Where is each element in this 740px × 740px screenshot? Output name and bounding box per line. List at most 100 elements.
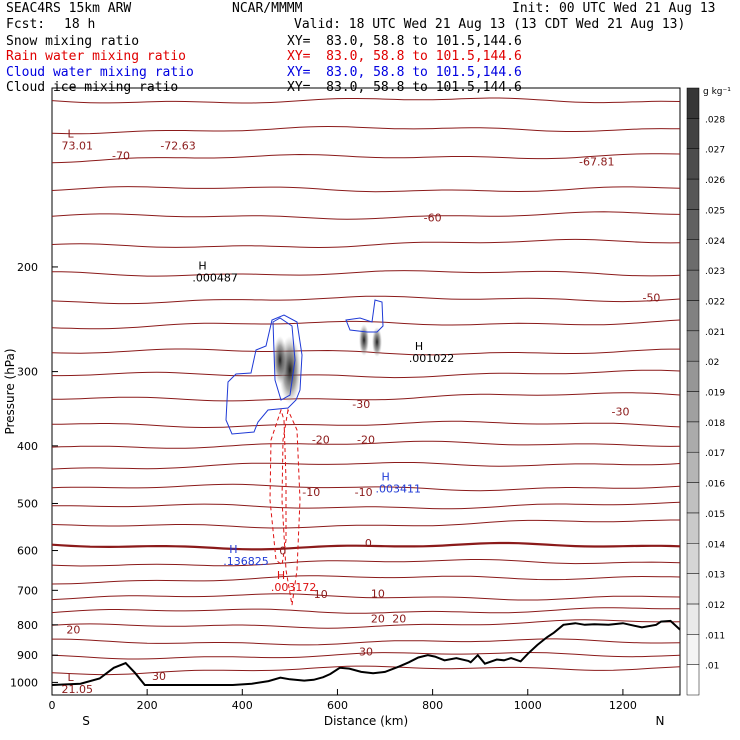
colorbar-tick-label: .016 <box>705 480 725 490</box>
isotherm-label: -20 <box>357 433 375 446</box>
valid-time: Valid: 18 UTC Wed 21 Aug 13 (13 CDT Wed … <box>294 17 686 32</box>
colorbar-swatch <box>686 209 700 240</box>
colorbar-tick-label: .028 <box>705 115 725 125</box>
y-tick-label: 700 <box>17 584 38 597</box>
y-axis-title: Pressure (hPa) <box>3 348 17 434</box>
isotherm-line <box>51 559 681 567</box>
y-tick-label: 500 <box>17 497 38 510</box>
isotherm-lines <box>51 97 681 676</box>
extremum-value: 73.01 <box>62 139 94 152</box>
axes: 0 200 400 600 800 1000 12002003004005006007008… <box>3 261 664 728</box>
field-name: Rain water mixing ratio <box>6 49 187 64</box>
x-tick-label: 0 <box>49 699 56 712</box>
cloud-water-contour <box>345 299 384 333</box>
isotherm-line <box>51 319 681 330</box>
colorbar-tick-label: .014 <box>705 540 725 550</box>
extremum-marker: H <box>277 569 285 582</box>
extremum-value: 21.05 <box>62 683 94 696</box>
isotherm-line <box>51 186 681 193</box>
endpoint-north: N <box>656 714 665 728</box>
isotherm-label: -20 <box>312 433 330 446</box>
colorbar-tick-label: .027 <box>705 146 725 156</box>
colorbar-swatch <box>686 451 700 483</box>
colorbar-swatch <box>686 421 700 453</box>
isotherm-label: 0 <box>279 545 286 558</box>
isotherm-line <box>51 651 681 660</box>
terrain-line <box>51 619 681 686</box>
field-name: Cloud water mixing ratio <box>6 65 194 80</box>
colorbar-tick-label: .025 <box>705 206 725 216</box>
field-xy: XY= 83.0, 58.8 to 101.5,144.6 <box>287 49 522 64</box>
colorbar-tick-label: .012 <box>705 601 725 611</box>
colorbar-tick-label: .018 <box>705 419 725 429</box>
colorbar-swatch <box>686 391 700 423</box>
snow-shading <box>273 324 382 404</box>
colorbar-swatch <box>686 360 700 392</box>
forecast-hour: 18 h <box>64 17 96 32</box>
isotherm-label: 10 <box>314 588 328 601</box>
isotherm-line <box>51 501 681 510</box>
field-xy: XY= 83.0, 58.8 to 101.5,144.6 <box>287 34 522 49</box>
terrain-profile <box>51 619 681 686</box>
isotherm-label: -50 <box>642 291 660 304</box>
colorbar-tick-label: .01 <box>705 662 719 672</box>
snow-core <box>372 327 382 357</box>
isotherm-label: -67.81 <box>579 156 614 169</box>
x-tick-label: 800 <box>422 699 443 712</box>
source-label: NCAR/MMMM <box>232 1 303 16</box>
field-xy: XY= 83.0, 58.8 to 101.5,144.6 <box>287 65 522 80</box>
extremum-value: .003172 <box>271 581 317 594</box>
isotherm-line <box>51 619 681 629</box>
extremum-value: .001022 <box>409 352 455 365</box>
isotherm-line <box>51 575 681 585</box>
plot-frame <box>51 87 681 696</box>
colorbar-tick-label: .017 <box>705 449 725 459</box>
isotherm-line <box>52 369 681 379</box>
x-axis-title: Distance (km) <box>324 714 408 728</box>
colorbar-swatch <box>686 543 700 574</box>
isotherm-label: 20 <box>392 612 406 625</box>
isotherm-line <box>51 125 681 135</box>
x-tick-label: 600 <box>327 699 348 712</box>
isotherm-label: 30 <box>152 670 166 683</box>
colorbar-swatch <box>686 118 700 149</box>
y-tick-label: 1000 <box>10 676 38 689</box>
isotherm-label: -10 <box>302 486 320 499</box>
extremum-marker: L <box>68 127 75 140</box>
isotherm-label: -10 <box>355 486 373 499</box>
colorbar: .01 .011 .012 .013 .014 .015 .016 .017 .018 .019.… <box>686 87 731 696</box>
colorbar-swatch <box>686 482 700 514</box>
isotherm-line <box>51 295 681 305</box>
colorbar-tick-label: .022 <box>705 297 725 307</box>
colorbar-swatch <box>686 330 700 362</box>
isotherm-line <box>51 440 681 449</box>
snow-core <box>273 336 287 384</box>
snow-core <box>359 324 369 356</box>
contour-labels: -70 -72.63 -67.81 -60 -50 -30 -30 -20 -20 -10 -10 0… <box>62 127 661 696</box>
colorbar-tick-label: .02 <box>705 358 719 368</box>
colorbar-swatch <box>686 178 700 210</box>
colorbar-tick-label: .019 <box>705 389 725 399</box>
isotherm-label: 20 <box>371 612 385 625</box>
isotherm-line <box>51 270 681 277</box>
extremum-value: .000487 <box>192 271 238 284</box>
isotherm-line <box>51 593 681 601</box>
y-tick-label: 200 <box>17 261 38 274</box>
extremum-marker: H <box>415 340 423 353</box>
endpoint-south: S <box>82 714 90 728</box>
isotherm-label: -60 <box>424 211 442 224</box>
model-title: SEAC4RS 15km ARW <box>6 1 132 16</box>
extremum-marker: H <box>382 471 390 484</box>
isotherm-line <box>51 420 681 429</box>
cloud-water-contour <box>225 314 303 435</box>
isotherm-line <box>51 462 681 470</box>
isotherm-label: 0 <box>365 537 372 550</box>
isotherm-label: 10 <box>371 587 385 600</box>
colorbar-tick-label: .024 <box>705 237 725 247</box>
isotherm-label: -70 <box>112 150 130 163</box>
extremum-value: .003411 <box>376 483 422 496</box>
isotherm-line <box>51 483 681 492</box>
mixing-ratio-contours <box>225 299 384 606</box>
colorbar-swatch <box>686 300 700 332</box>
colorbar-tick-label: .015 <box>705 510 725 520</box>
